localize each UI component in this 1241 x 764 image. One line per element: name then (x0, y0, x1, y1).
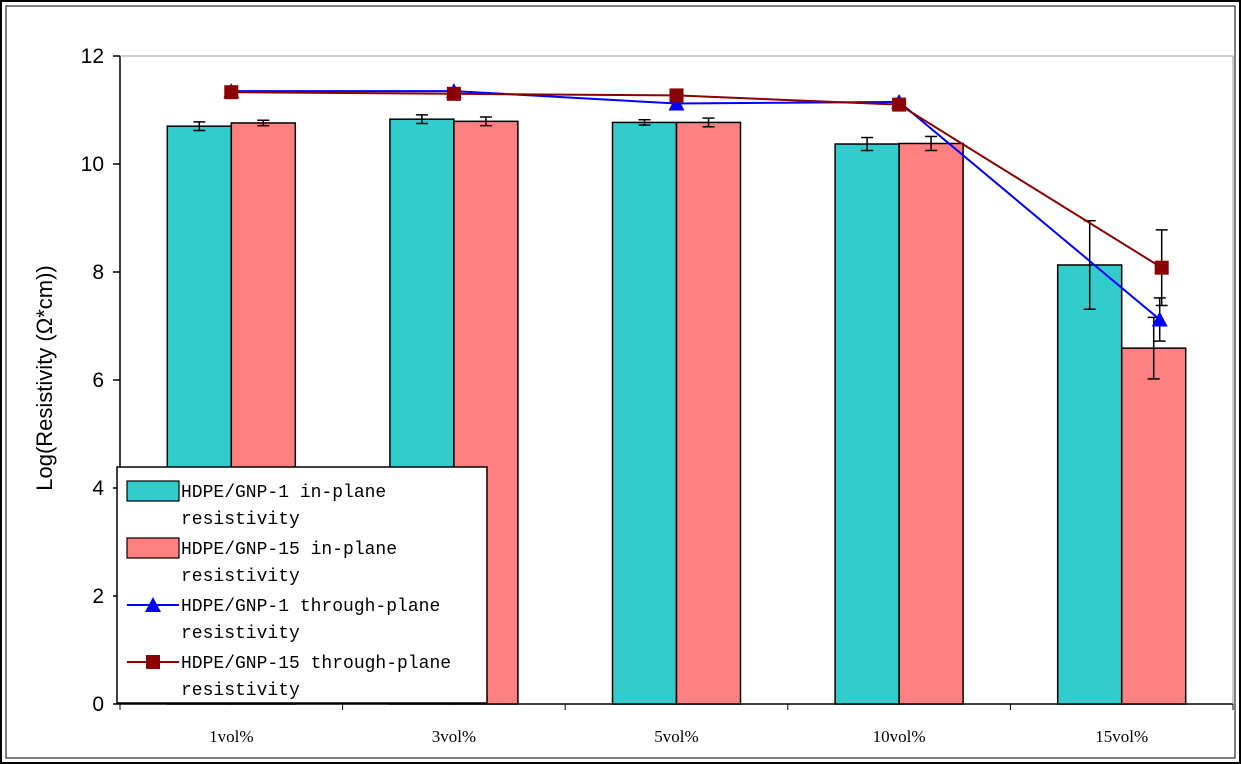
legend-label: resistivity (181, 681, 300, 701)
y-tick-label: 10 (81, 153, 104, 176)
x-tick-label: 3vol% (432, 727, 476, 746)
data-point-triangle (668, 95, 685, 111)
x-tick-label: 15vol% (1095, 727, 1148, 746)
bar (675, 121, 742, 705)
bar (898, 142, 964, 705)
legend-label: HDPE/GNP-15 through-plane (181, 654, 451, 674)
legend-box (116, 466, 488, 704)
bar (1120, 347, 1187, 705)
y-tick-label: 0 (92, 693, 104, 716)
legend-marker-triangle (145, 597, 161, 612)
x-tick-label: 10vol% (873, 727, 926, 746)
x-tick-label: 5vol% (654, 727, 698, 746)
y-tick-label: 8 (92, 261, 104, 284)
plot-layer: 0 2 4 6 8 10 12 1vol% 3vol% 5vol% 10vol% 15vol% HDPE… (81, 45, 1234, 746)
legend-marker-square (146, 655, 160, 669)
y-tick-label: 4 (92, 477, 104, 500)
bar (834, 143, 900, 705)
data-point-triangle (1151, 311, 1168, 327)
legend-label: HDPE/GNP-1 in-plane (181, 483, 386, 503)
data-point-square (1154, 260, 1169, 275)
inner-border (5, 5, 1236, 759)
y-tick-label: 2 (92, 585, 104, 608)
legend-label: resistivity (181, 624, 300, 644)
legend-label: HDPE/GNP-15 in-plane (181, 540, 397, 560)
data-point-square (446, 86, 461, 101)
legend-label: resistivity (181, 510, 300, 530)
bar (1056, 264, 1123, 705)
legend-swatch (126, 537, 180, 559)
y-axis-label: Log(Resistivity (Ω*cm)) (32, 265, 57, 490)
x-tick-label: 1vol% (209, 727, 253, 746)
legend-label: HDPE/GNP-1 through-plane (181, 597, 440, 617)
y-tick-label: 6 (92, 369, 104, 392)
data-point-square (224, 85, 239, 100)
data-point-square (669, 88, 684, 103)
legend-label: resistivity (181, 567, 300, 587)
bar (611, 121, 678, 705)
y-tick-label: 12 (81, 45, 104, 68)
data-point-square (892, 97, 907, 112)
legend-swatch (126, 480, 180, 502)
